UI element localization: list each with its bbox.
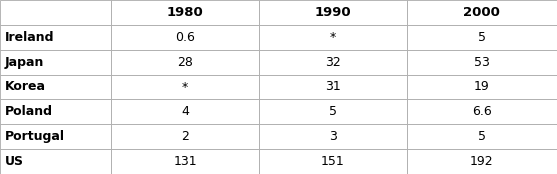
Bar bbox=[111, 0, 259, 25]
Text: 32: 32 bbox=[325, 56, 341, 69]
Bar bbox=[0, 50, 111, 75]
Bar bbox=[111, 99, 259, 124]
Bar bbox=[407, 75, 557, 99]
Text: 1980: 1980 bbox=[167, 6, 203, 19]
Bar bbox=[259, 149, 407, 174]
Text: Japan: Japan bbox=[4, 56, 44, 69]
Bar bbox=[111, 75, 259, 99]
Bar bbox=[0, 149, 111, 174]
Bar bbox=[407, 99, 557, 124]
Text: 192: 192 bbox=[470, 155, 494, 168]
Text: 2000: 2000 bbox=[463, 6, 500, 19]
Text: Portugal: Portugal bbox=[4, 130, 65, 143]
Bar bbox=[111, 25, 259, 50]
Text: 28: 28 bbox=[177, 56, 193, 69]
Bar bbox=[0, 99, 111, 124]
Text: 4: 4 bbox=[181, 105, 189, 118]
Text: 1990: 1990 bbox=[315, 6, 351, 19]
Bar bbox=[111, 50, 259, 75]
Text: US: US bbox=[4, 155, 23, 168]
Bar bbox=[407, 25, 557, 50]
Bar bbox=[0, 75, 111, 99]
Text: *: * bbox=[330, 31, 336, 44]
Bar bbox=[407, 124, 557, 149]
Bar bbox=[259, 75, 407, 99]
Bar bbox=[407, 50, 557, 75]
Text: Poland: Poland bbox=[4, 105, 52, 118]
Bar bbox=[259, 99, 407, 124]
Bar bbox=[111, 124, 259, 149]
Bar bbox=[259, 0, 407, 25]
Bar bbox=[259, 124, 407, 149]
Text: 6.6: 6.6 bbox=[472, 105, 492, 118]
Bar bbox=[259, 25, 407, 50]
Bar bbox=[407, 149, 557, 174]
Text: 5: 5 bbox=[478, 31, 486, 44]
Bar bbox=[111, 149, 259, 174]
Text: 131: 131 bbox=[173, 155, 197, 168]
Bar bbox=[259, 50, 407, 75]
Text: 3: 3 bbox=[329, 130, 337, 143]
Text: 2: 2 bbox=[181, 130, 189, 143]
Text: 5: 5 bbox=[478, 130, 486, 143]
Text: *: * bbox=[182, 81, 188, 93]
Text: 31: 31 bbox=[325, 81, 341, 93]
Text: 5: 5 bbox=[329, 105, 337, 118]
Bar bbox=[0, 124, 111, 149]
Text: 151: 151 bbox=[321, 155, 345, 168]
Text: 0.6: 0.6 bbox=[175, 31, 195, 44]
Text: Ireland: Ireland bbox=[4, 31, 54, 44]
Bar bbox=[0, 0, 111, 25]
Text: Korea: Korea bbox=[4, 81, 46, 93]
Text: 19: 19 bbox=[474, 81, 490, 93]
Text: 53: 53 bbox=[474, 56, 490, 69]
Bar bbox=[407, 0, 557, 25]
Bar bbox=[0, 25, 111, 50]
